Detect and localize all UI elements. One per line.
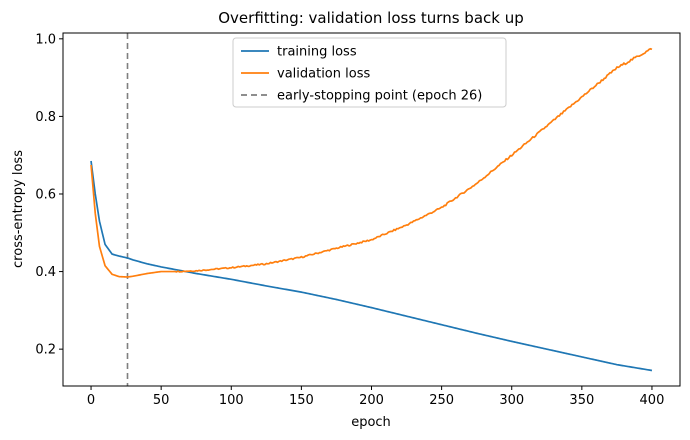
y-axis-ticks: 0.2 0.4 0.6 0.8 1.0 <box>35 32 63 358</box>
legend: training loss validation loss early-stoppi… <box>232 37 507 108</box>
y-axis-title: cross-entropy loss <box>11 150 26 268</box>
y-tick-label: 1.0 <box>35 32 56 47</box>
series-line-training-loss <box>90 160 653 372</box>
legend-label: early-stopping point (epoch 26) <box>277 89 482 104</box>
x-tick-label: 50 <box>153 393 170 408</box>
x-tick-label: 300 <box>499 393 524 408</box>
y-tick-label: 0.8 <box>35 110 56 125</box>
legend-label: validation loss <box>277 67 370 82</box>
plot-area <box>90 33 653 386</box>
x-tick-label: 350 <box>569 393 594 408</box>
x-axis-ticks: 0 50 100 150 200 250 300 350 400 <box>87 386 664 408</box>
chart-title: Overfitting: validation loss turns back … <box>218 9 524 27</box>
legend-box <box>232 37 507 108</box>
x-tick-label: 200 <box>359 393 384 408</box>
y-tick-label: 0.2 <box>35 343 56 358</box>
x-tick-label: 250 <box>429 393 454 408</box>
x-tick-label: 0 <box>87 393 95 408</box>
y-tick-label: 0.4 <box>35 265 56 280</box>
x-axis-title: epoch <box>351 415 391 430</box>
x-tick-label: 400 <box>640 393 665 408</box>
series-line-validation-loss <box>90 47 653 278</box>
legend-label: training loss <box>277 45 357 60</box>
x-tick-label: 100 <box>219 393 244 408</box>
y-tick-label: 0.6 <box>35 187 56 202</box>
x-tick-label: 150 <box>289 393 314 408</box>
